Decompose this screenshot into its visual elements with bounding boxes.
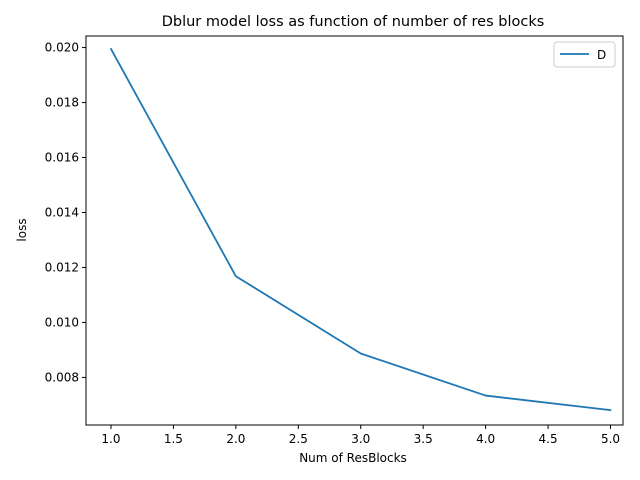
data-point: [110, 48, 112, 50]
x-tick-label: 5.0: [601, 432, 620, 446]
y-tick-label: 0.014: [45, 205, 79, 219]
y-axis-title: loss: [15, 218, 29, 241]
legend-label: D: [597, 48, 606, 62]
x-tick-label: 1.5: [164, 432, 183, 446]
data-point: [484, 394, 487, 397]
x-tick-label: 2.5: [289, 432, 308, 446]
y-tick-label: 0.008: [45, 370, 79, 384]
x-axis-title: Num of ResBlocks: [299, 451, 407, 465]
y-tick-label: 0.018: [45, 96, 79, 110]
plot-area: [86, 36, 623, 425]
x-tick-label: 3.5: [414, 432, 433, 446]
data-point: [359, 352, 362, 355]
y-tick-label: 0.020: [45, 41, 79, 55]
x-tick-label: 3.0: [351, 432, 370, 446]
y-tick-label: 0.016: [45, 151, 79, 165]
y-tick-label: 0.012: [45, 260, 79, 274]
data-point: [234, 275, 237, 278]
data-point: [609, 409, 612, 412]
y-tick-label: 0.010: [45, 315, 79, 329]
x-axis: 1.0 1.5 2.0 2.5 3.0 3.5 4.0 4.5 5.0: [101, 425, 620, 446]
x-tick-label: 1.0: [101, 432, 120, 446]
x-tick-label: 2.0: [226, 432, 245, 446]
series-layer: [110, 48, 612, 412]
chart-title: Dblur model loss as function of number o…: [162, 14, 545, 30]
x-tick-label: 4.5: [539, 432, 558, 446]
plot-frame: [85, 35, 624, 426]
x-tick-label: 4.0: [476, 432, 495, 446]
legend: D: [553, 41, 616, 68]
y-axis: 0.008 0.010 0.012 0.014 0.016 0.018 0.020: [45, 41, 86, 384]
